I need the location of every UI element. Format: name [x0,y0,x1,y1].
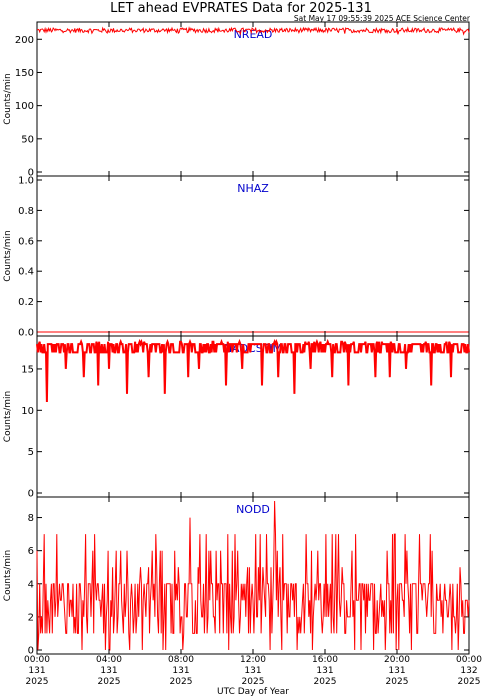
y-tick-label: 0 [28,489,34,500]
x-tick-label: 131 [244,666,261,676]
x-tick-label: 2025 [314,677,337,687]
x-tick-label: 16:00 [312,655,338,665]
panel-nread: NREAD Counts/min 0 50 100 150 200 [3,21,470,179]
y-tick-label: 4 [28,579,34,590]
y-tick-label: 0.4 [18,267,34,278]
x-tick-label: 131 [316,666,333,676]
x-tick-label: 132 [460,666,477,676]
x-tick-label: 131 [388,666,405,676]
x-tick-label: 00:00 [456,655,482,665]
y-axis-label: Counts/min [3,230,13,281]
y-tick-label: 8 [28,513,34,524]
x-tick-label: 04:00 [96,655,122,665]
series-line [36,26,470,36]
y-tick-label: 5 [28,447,34,458]
x-tick-label: 131 [100,666,117,676]
y-tick-label: 200 [15,35,34,46]
y-tick-label: 2 [28,612,34,623]
x-tick-label: 2025 [98,677,121,687]
panel-label: NODD [236,503,270,516]
panel-frame [36,335,470,498]
x-tick-label: 20:00 [384,655,410,665]
x-tick-label: 2025 [26,677,49,687]
y-tick-label: 0.8 [18,206,34,217]
y-tick-label: 15 [21,364,34,375]
y-tick-label: 0.2 [18,297,34,308]
x-tick-label: 2025 [458,677,481,687]
x-tick-label: 131 [172,666,189,676]
x-tick-label: 2025 [242,677,265,687]
y-tick-label: 10 [21,406,34,417]
x-tick-label: 00:00 [24,655,50,665]
x-tick-label: 2025 [386,677,409,687]
x-tick-label: 08:00 [168,655,194,665]
generated-timestamp: Sat May 17 09:55:39 2025 ACE Science Cen… [294,14,471,23]
panel-label: NREAD [234,28,273,41]
y-tick-label: 0.0 [18,328,34,339]
y-tick-label: 0 [28,646,34,657]
x-tick-label: 131 [28,666,45,676]
panel-frame [36,175,470,337]
y-tick-label: 50 [21,134,34,145]
y-tick-label: 6 [28,546,34,557]
y-tick-label: 100 [15,101,34,112]
y-axis-label: Counts/min [3,391,13,442]
y-axis-label: Counts/min [3,73,13,124]
y-axis-label: Counts/min [3,550,13,601]
y-tick-label: 0 [28,168,34,179]
panel-label: NHAZ [237,182,269,195]
y-tick-label: 1.0 [18,176,34,187]
y-tick-label: 0.6 [18,236,34,247]
x-tick-label: 12:00 [240,655,266,665]
panel-nodd: NODD Counts/min 0 2 4 6 8 [3,496,470,657]
series-line [36,500,470,651]
x-axis-label: UTC Day of Year [217,687,289,697]
chart-title: LET ahead EVPRATES Data for 2025-131 [110,1,372,16]
x-tick-label: 2025 [170,677,193,687]
panel-nhaz: NHAZ Counts/min 0.0 0.2 0.4 0.6 0.8 1.0 [3,175,470,339]
panel-frame [36,21,470,177]
x-axis: 00:00131202504:00131202508:00131202512:0… [24,22,482,687]
series-line [36,338,470,403]
y-tick-label: 150 [15,68,34,79]
